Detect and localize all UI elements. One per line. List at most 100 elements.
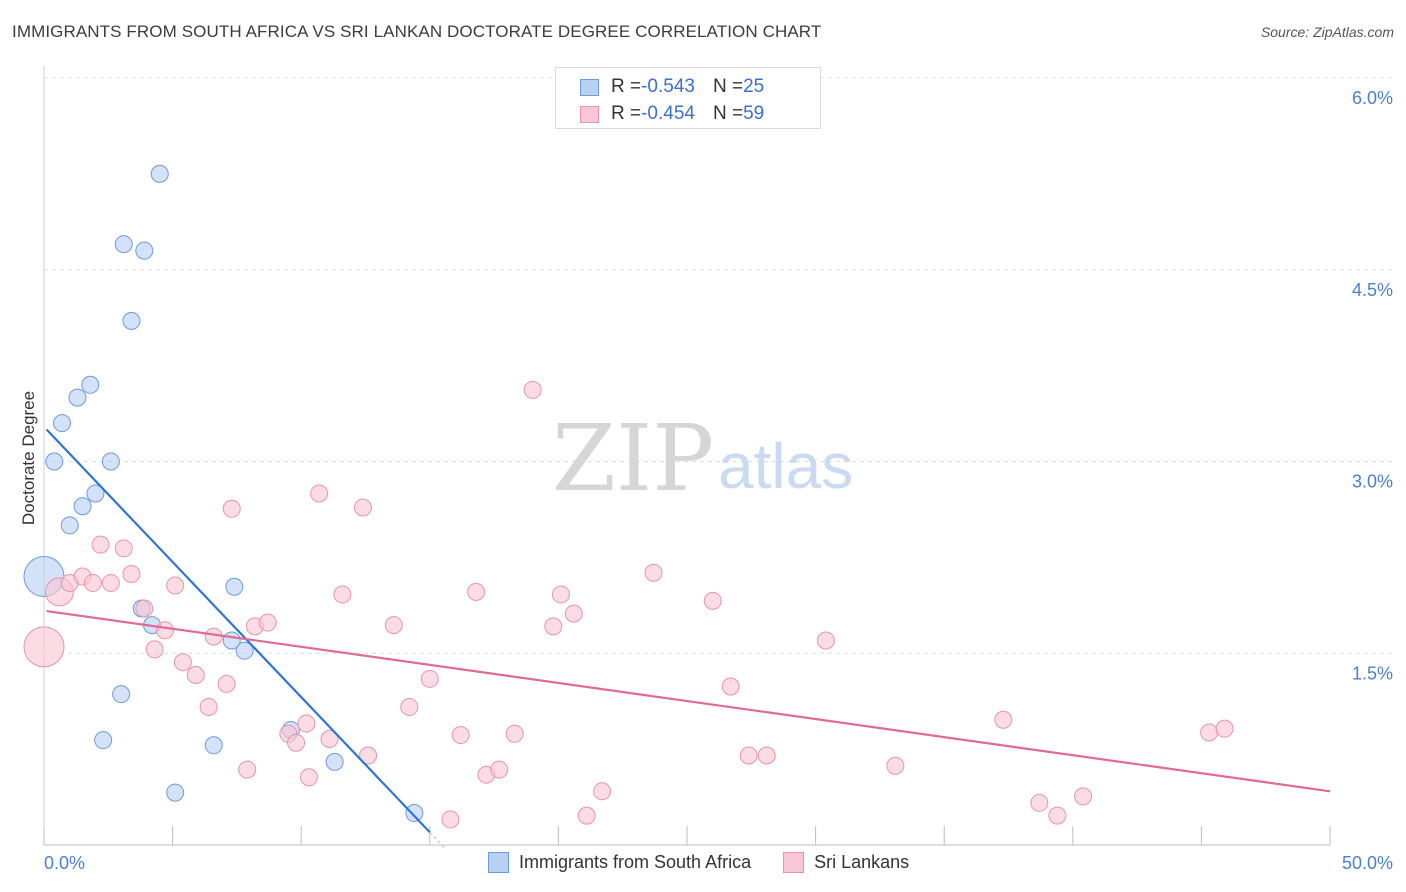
sri-lankans-point[interactable]	[166, 576, 185, 595]
sri-lankans-point[interactable]	[551, 585, 570, 604]
watermark-atlas: atlas	[718, 430, 853, 502]
series-swatch-pink	[783, 852, 805, 873]
sri-lankans-point[interactable]	[721, 677, 740, 696]
sri-lankans-point[interactable]	[101, 573, 120, 592]
legend-n-label: N =	[712, 76, 744, 97]
south-africa-point[interactable]	[325, 752, 344, 771]
sri-lankans-point[interactable]	[523, 380, 542, 399]
south-africa-point[interactable]	[68, 388, 87, 407]
sri-lankans-point[interactable]	[238, 760, 257, 779]
sri-lankans-point[interactable]	[544, 617, 563, 636]
south-africa-point[interactable]	[150, 164, 169, 183]
sri-lankans-point[interactable]	[593, 782, 612, 801]
sri-lankans-point[interactable]	[83, 573, 102, 592]
sri-lankans-point[interactable]	[644, 563, 663, 582]
sri-lankans-point[interactable]	[320, 729, 339, 748]
south-africa-point[interactable]	[86, 484, 105, 503]
trend-layer	[45, 428, 1331, 849]
axis-layer: 1.5% 3.0% 4.5% 6.0% 0.0% 50.0%	[43, 66, 1393, 873]
legend-r-value: -0.543	[641, 76, 695, 97]
legend-row-sri-lankans: R = -0.454 N = 59	[580, 101, 764, 127]
south-africa-point[interactable]	[94, 731, 113, 750]
legend-swatch-blue	[580, 78, 599, 96]
south-africa-point[interactable]	[135, 241, 154, 260]
sri-lankans-point[interactable]	[287, 733, 306, 752]
sri-lankans-point[interactable]	[1215, 719, 1234, 738]
sri-lankans-point[interactable]	[1030, 793, 1049, 812]
sri-lankans-point[interactable]	[122, 564, 141, 583]
sri-lankans-point[interactable]	[145, 640, 164, 659]
south-africa-point[interactable]	[60, 516, 79, 535]
sri-lankans-point[interactable]	[299, 768, 318, 787]
south-africa-point[interactable]	[81, 375, 100, 394]
sri-lankans-point[interactable]	[757, 746, 776, 765]
south-africa-point[interactable]	[73, 497, 92, 516]
source-label: Source: ZipAtlas.com	[1260, 24, 1394, 40]
y-tick-label: 1.5%	[1352, 663, 1393, 683]
sri-lankans-point[interactable]	[384, 616, 403, 635]
legend-row-south-africa: R = -0.543 N = 25	[580, 74, 764, 100]
sri-lankans-point[interactable]	[217, 674, 236, 693]
sri-lankans-point[interactable]	[155, 621, 174, 640]
sri-lankans-point[interactable]	[577, 806, 596, 825]
south-africa-point[interactable]	[225, 577, 244, 596]
sri-lankans-point[interactable]	[297, 714, 316, 733]
sri-lankans-point[interactable]	[333, 585, 352, 604]
legend-n-value: 25	[743, 76, 765, 97]
series-legend-south-africa[interactable]: Immigrants from South Africa	[488, 852, 751, 873]
series-legend: Immigrants from South Africa Sri Lankans	[488, 852, 941, 873]
sri-lankans-point[interactable]	[441, 810, 460, 829]
grid-layer	[44, 77, 1392, 654]
series-swatch-blue	[488, 852, 509, 873]
sri-lankans-point[interactable]	[564, 604, 583, 623]
points-layer	[23, 164, 1234, 829]
sri-lankans-point[interactable]	[703, 591, 722, 610]
sri-lankans-point[interactable]	[222, 499, 241, 518]
legend-r-value: -0.454	[641, 103, 695, 124]
sri-lankans-point[interactable]	[359, 746, 378, 765]
sri-lankans-point[interactable]	[135, 599, 154, 618]
sri-lankans-point[interactable]	[739, 746, 758, 765]
south-africa-point[interactable]	[45, 452, 64, 471]
south-africa-point[interactable]	[114, 235, 133, 254]
watermark-zip: ZIP	[552, 405, 714, 512]
sri-lankans-point[interactable]	[1048, 806, 1067, 825]
sri-lankans-point[interactable]	[23, 626, 65, 668]
sri-lankans-point[interactable]	[886, 756, 905, 775]
sri-lankans-point[interactable]	[505, 724, 524, 743]
sri-lankans-point[interactable]	[186, 665, 205, 684]
sri-lankans-point[interactable]	[816, 631, 835, 650]
south-africa-point[interactable]	[235, 641, 254, 660]
sri-lankans-point[interactable]	[1200, 723, 1219, 742]
south-africa-point[interactable]	[204, 736, 223, 755]
south-africa-point[interactable]	[112, 685, 131, 704]
sri-lankans-point[interactable]	[258, 613, 277, 632]
south-africa-point[interactable]	[53, 414, 72, 433]
sri-lankans-point[interactable]	[173, 653, 192, 672]
south-africa-point[interactable]	[101, 452, 120, 471]
series-legend-label: Sri Lankans	[814, 852, 910, 872]
sri-lankans-point[interactable]	[490, 760, 509, 779]
sri-lankans-point[interactable]	[199, 697, 218, 716]
sri-lankans-point[interactable]	[400, 697, 419, 716]
watermark: ZIP atlas	[552, 405, 853, 512]
sri-lankans-point[interactable]	[310, 484, 329, 503]
sri-lankans-point[interactable]	[1074, 787, 1093, 806]
legend-r-label: R =	[611, 103, 642, 124]
sri-lankans-point[interactable]	[451, 726, 470, 745]
sri-lankans-point[interactable]	[91, 535, 110, 554]
series-legend-sri-lankans[interactable]: Sri Lankans	[783, 852, 909, 873]
chart-title: IMMIGRANTS FROM SOUTH AFRICA VS SRI LANK…	[12, 22, 822, 41]
legend-n-value: 59	[743, 103, 765, 124]
sri-lankans-point[interactable]	[467, 582, 486, 601]
sri-lankans-point[interactable]	[994, 710, 1013, 729]
series-legend-label: Immigrants from South Africa	[519, 852, 752, 872]
sri-lankans-point[interactable]	[353, 498, 372, 517]
sri-lankans-point[interactable]	[420, 669, 439, 688]
sri-lankans-point[interactable]	[114, 539, 133, 558]
x-tick-label: 50.0%	[1342, 853, 1393, 873]
sri-lankans-point[interactable]	[204, 627, 223, 646]
south-africa-point[interactable]	[122, 311, 141, 330]
south-africa-point[interactable]	[166, 783, 185, 802]
south-africa-point[interactable]	[405, 804, 424, 823]
